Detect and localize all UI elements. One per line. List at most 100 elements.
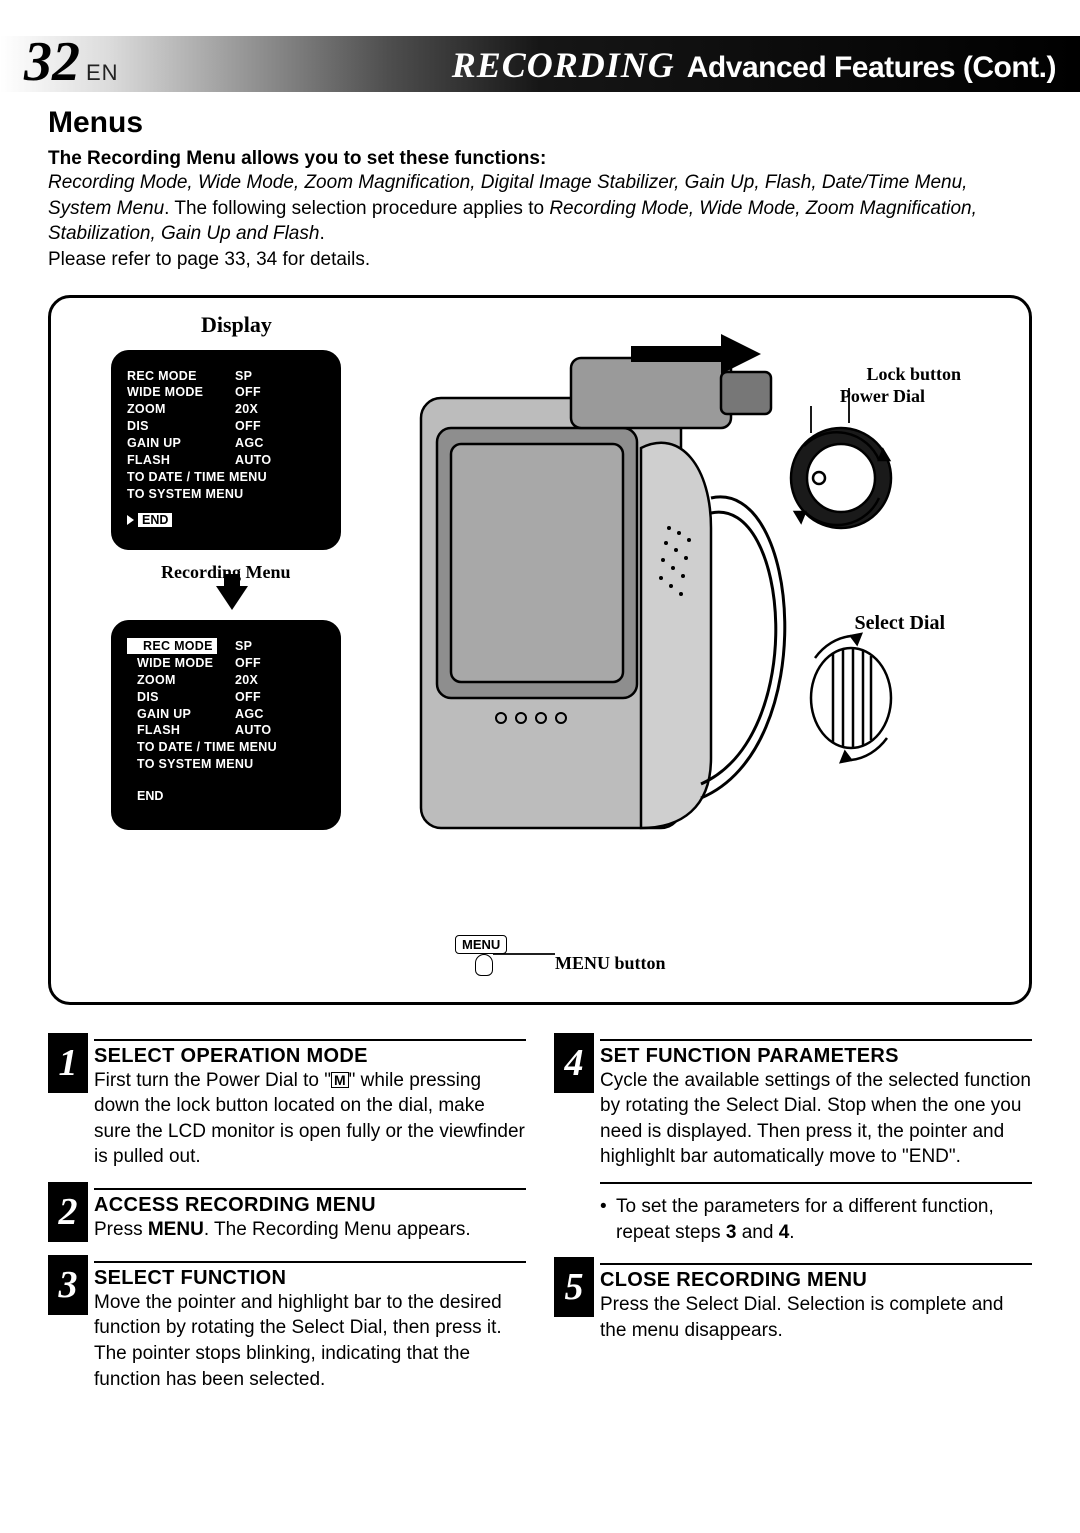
menu-key: GAIN UP <box>127 706 235 723</box>
step-rule <box>600 1263 1032 1265</box>
step-text: To set the parameters for a different fu… <box>616 1196 994 1243</box>
menu-key: ZOOM <box>127 672 235 689</box>
menu-key: TO SYSTEM MENU <box>127 756 253 773</box>
step-rule <box>94 1261 526 1263</box>
callout-select-dial: Select Dial <box>854 612 945 635</box>
step-text: . <box>789 1222 794 1243</box>
intro-mid: . The following selection procedure appl… <box>164 198 549 219</box>
step-body: Cycle the available settings of the sele… <box>600 1068 1032 1171</box>
callout-lock-button: Lock button <box>866 364 961 385</box>
step-heading: SET FUNCTION PARAMETERS <box>600 1045 1032 1068</box>
step-text: Press <box>94 1219 148 1240</box>
header-title-main: RECORDING <box>452 44 675 86</box>
step-4: 4 SET FUNCTION PARAMETERS Cycle the avai… <box>554 1039 1032 1246</box>
step-text-bold: 3 <box>726 1222 737 1243</box>
step-rule <box>94 1188 526 1190</box>
menu-row: ZOOM20X <box>127 672 325 689</box>
step-body: Move the pointer and highlight bar to th… <box>94 1290 526 1393</box>
step-5: 5 CLOSE RECORDING MENU Press the Select … <box>554 1263 1032 1343</box>
step-heading: SELECT FUNCTION <box>94 1267 526 1290</box>
menu-key: DIS <box>127 418 235 435</box>
page-number-block: 32 EN <box>24 34 119 90</box>
menu-row: GAIN UPAGC <box>127 706 325 723</box>
menu-val: SP <box>235 638 252 655</box>
intro-lead: The Recording Menu allows you to set the… <box>48 148 1032 170</box>
menu-chip: MENU <box>455 935 507 954</box>
step-number: 4 <box>554 1033 594 1093</box>
step-body: Press the Select Dial. Selection is comp… <box>600 1292 1032 1343</box>
menu-val: 20X <box>235 672 258 689</box>
menu-row: FLASHAUTO <box>127 722 325 739</box>
menu-val: AUTO <box>235 722 271 739</box>
step-rule <box>94 1039 526 1041</box>
callout-menu-button: MENU button <box>555 953 666 974</box>
step-rule <box>600 1039 1032 1041</box>
menu-screen-display: REC MODESP WIDE MODEOFF ZOOM20X DISOFF G… <box>111 350 341 550</box>
step-text: and <box>736 1222 778 1243</box>
step-number: 5 <box>554 1257 594 1317</box>
menu-end-label: END <box>127 789 163 803</box>
down-arrow-icon <box>216 586 248 610</box>
intro-period: . <box>319 223 324 244</box>
menu-key: FLASH <box>127 722 235 739</box>
camera-icon <box>381 328 971 978</box>
header-title-sub: Advanced Features (Cont.) <box>687 51 1056 85</box>
menu-row: TO DATE / TIME MENU <box>127 469 325 486</box>
menu-key: WIDE MODE <box>127 384 235 401</box>
step-3: 3 SELECT FUNCTION Move the pointer and h… <box>48 1261 526 1393</box>
step-heading: SELECT OPERATION MODE <box>94 1045 526 1068</box>
page-language: EN <box>86 60 119 86</box>
menu-val: AGC <box>235 706 264 723</box>
step-text-bold: MENU <box>148 1219 204 1240</box>
step-heading: ACCESS RECORDING MENU <box>94 1194 526 1217</box>
page-content: Menus The Recording Menu allows you to s… <box>0 92 1080 1450</box>
menu-screen-recording: REC MODESP WIDE MODEOFF ZOOM20X DISOFF G… <box>111 620 341 830</box>
menu-row: REC MODESP <box>127 368 325 385</box>
step-rule <box>600 1182 1032 1184</box>
step-body: First turn the Power Dial to "M" while p… <box>94 1068 526 1171</box>
menu-row: WIDE MODEOFF <box>127 384 325 401</box>
callout-power-dial: Power Dial <box>840 386 925 407</box>
menu-end: END <box>127 789 325 803</box>
diagram-frame: Display REC MODESP WIDE MODEOFF ZOOM20X … <box>48 295 1032 1005</box>
menu-val: OFF <box>235 384 261 401</box>
menu-val: OFF <box>235 418 261 435</box>
menu-row: DISOFF <box>127 689 325 706</box>
menu-row: TO DATE / TIME MENU <box>127 739 325 756</box>
menu-key: DIS <box>127 689 235 706</box>
menu-row: TO SYSTEM MENU <box>127 486 325 503</box>
step-text: . The Recording Menu appears. <box>204 1219 471 1240</box>
step-number: 1 <box>48 1033 88 1093</box>
page-number: 32 <box>24 34 80 90</box>
menu-val: OFF <box>235 655 261 672</box>
menu-row: DISOFF <box>127 418 325 435</box>
menu-key: TO DATE / TIME MENU <box>127 739 277 756</box>
menu-row: GAIN UPAGC <box>127 435 325 452</box>
steps-left-col: 1 SELECT OPERATION MODE First turn the P… <box>48 1039 526 1411</box>
menu-key: WIDE MODE <box>127 655 235 672</box>
steps-grid: 1 SELECT OPERATION MODE First turn the P… <box>48 1039 1032 1411</box>
display-label: Display <box>201 312 272 338</box>
menu-row: REC MODESP <box>127 638 325 655</box>
menu-val: 20X <box>235 401 258 418</box>
menu-key: REC MODE <box>127 368 235 385</box>
menu-key: ZOOM <box>127 401 235 418</box>
menu-val: AUTO <box>235 452 271 469</box>
header-bar: 32 EN RECORDING Advanced Features (Cont.… <box>0 36 1080 92</box>
menu-key: TO DATE / TIME MENU <box>127 469 267 486</box>
menu-row: TO SYSTEM MENU <box>127 756 325 773</box>
step-number: 2 <box>48 1182 88 1242</box>
menu-val: AGC <box>235 435 264 452</box>
step-2: 2 ACCESS RECORDING MENU Press MENU. The … <box>48 1188 526 1243</box>
steps-right-col: 4 SET FUNCTION PARAMETERS Cycle the avai… <box>554 1039 1032 1411</box>
menu-key: REC MODE <box>127 638 235 655</box>
camera-illustration: Lock button Power Dial Select Dial MENU … <box>381 328 971 978</box>
menu-row: FLASHAUTO <box>127 452 325 469</box>
intro-body: Recording Mode, Wide Mode, Zoom Magnific… <box>48 170 1032 273</box>
step-body: Press MENU. The Recording Menu appears. <box>94 1217 526 1243</box>
menu-row: ZOOM20X <box>127 401 325 418</box>
pointer-icon <box>127 515 134 525</box>
menu-key: FLASH <box>127 452 235 469</box>
step-number: 3 <box>48 1255 88 1315</box>
page-header: 32 EN RECORDING Advanced Features (Cont.… <box>0 36 1080 92</box>
